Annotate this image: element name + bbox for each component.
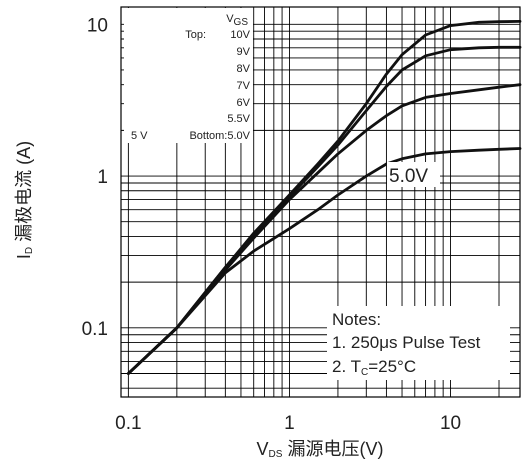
legend: VGS Top: 10V 9V 8V 7V 6V 5.5V 5 V Bottom…: [124, 8, 253, 143]
notes-line-1: 1. 250μs Pulse Test: [332, 333, 481, 352]
legend-header: VGS: [226, 13, 248, 28]
legend-entry-10v: 10V: [230, 29, 250, 41]
curve-label-background: [387, 162, 440, 187]
notes-title: Notes:: [332, 310, 381, 329]
y-axis-title: ID 漏极电流 (A): [14, 141, 35, 259]
series-curve-2: [127, 45, 522, 375]
tick-labels: 0.1 1 10 0.1 1 10: [82, 15, 462, 434]
legend-entry-9v: 9V: [237, 46, 251, 58]
legend-background: [124, 8, 253, 143]
series-curve-4: [127, 147, 522, 375]
series-curves: [127, 20, 522, 375]
x-tick-label: 1: [284, 413, 295, 434]
legend-bottom-prefix: 5 V: [131, 130, 148, 142]
legend-entry-6v: 6V: [237, 97, 251, 109]
plot-frame: [120, 6, 521, 398]
y-tick-label: 0.1: [82, 319, 108, 340]
notes-line-2: 2. TC=25°C: [332, 357, 416, 378]
series-curve-3: [127, 83, 522, 375]
legend-entry-5-5v: 5.5V: [227, 113, 250, 125]
legend-top-label: Top:: [185, 29, 206, 41]
curve-label-5v: 5.0V: [389, 166, 428, 187]
legend-entry-8v: 8V: [237, 63, 251, 75]
y-tick-label: 1: [97, 167, 108, 188]
notes-background: [327, 306, 510, 380]
legend-bottom-label: Bottom:5.0V: [189, 130, 250, 142]
curve-label-group: 5.0V: [387, 162, 440, 187]
x-tick-label: 0.1: [115, 413, 141, 434]
y-tick-label: 10: [87, 15, 108, 36]
legend-entry-7v: 7V: [237, 80, 251, 92]
notes-box: Notes: 1. 250μs Pulse Test 2. TC=25°C: [327, 306, 510, 380]
x-axis-title: VDS 漏源电压(V): [257, 439, 384, 460]
x-tick-label: 10: [440, 413, 461, 434]
